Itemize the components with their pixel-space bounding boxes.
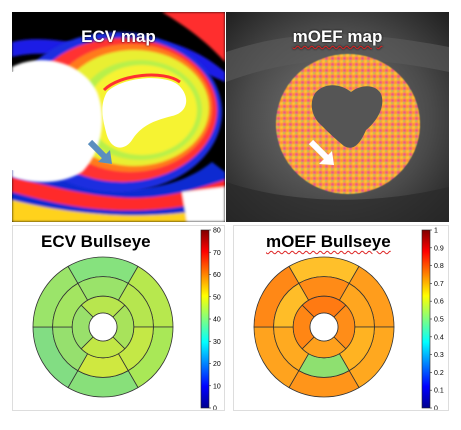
ecv-colorbar-tick-label: 50 bbox=[213, 294, 221, 301]
ecv-map-title: ECV map bbox=[81, 27, 156, 46]
ecv-colorbar-tick-label: 30 bbox=[213, 339, 221, 346]
ecv-colorbar-tick-label: 40 bbox=[213, 317, 221, 324]
moef-map-title: mOEF map bbox=[292, 27, 383, 46]
moef-bullseye-title: mOEF Bullseye bbox=[266, 232, 391, 251]
moef-colorbar-tick-label: 0.8 bbox=[434, 263, 444, 270]
moef-colorbar-tick-label: 0.4 bbox=[434, 334, 444, 341]
ecv-colorbar-tick-label: 20 bbox=[213, 361, 221, 368]
ecv-colorbar bbox=[200, 229, 210, 409]
ecv-arrow-icon bbox=[87, 139, 112, 164]
moef-colorbar-tick-label: 0.9 bbox=[434, 245, 444, 252]
moef-colorbar-tick-label: 1 bbox=[434, 228, 438, 235]
moef-map-image bbox=[226, 12, 449, 222]
moef-bullseye-panel: mOEF Bullseye 1 0.9 0.8 0.7 0.6 0.5 0.4 0.3 0.2 0… bbox=[233, 225, 449, 411]
ecv-bullseye-title: ECV Bullseye bbox=[41, 232, 151, 251]
ecv-colorbar-tick-label: 70 bbox=[213, 250, 221, 257]
moef-colorbar-tick-label: 0.6 bbox=[434, 299, 444, 306]
moef-colorbar-tick-label: 0 bbox=[434, 406, 438, 412]
moef-colorbar-tick-label: 0.3 bbox=[434, 352, 444, 359]
ecv-map-panel: ECV map bbox=[12, 12, 225, 222]
moef-colorbar-tick-label: 0.2 bbox=[434, 370, 444, 377]
moef-segment-apex bbox=[309, 312, 339, 342]
ecv-colorbar-tick-label: 80 bbox=[213, 228, 221, 235]
moef-map-panel: mOEF map bbox=[226, 12, 449, 222]
ecv-bullseye-chart: 80 70 60 50 40 30 20 10 0 bbox=[32, 228, 221, 412]
moef-arrow-icon bbox=[308, 139, 334, 165]
ecv-map-image bbox=[12, 12, 225, 222]
moef-colorbar-tick-label: 0.7 bbox=[434, 281, 444, 288]
ecv-colorbar-tick-label: 0 bbox=[213, 406, 217, 412]
ecv-colorbar-tick-label: 60 bbox=[213, 272, 221, 279]
moef-colorbar-tick-label: 0.1 bbox=[434, 388, 444, 395]
moef-colorbar bbox=[421, 229, 431, 409]
ecv-bullseye-panel: ECV Bullseye 80 70 60 50 40 30 20 10 0 bbox=[12, 225, 225, 411]
ecv-colorbar-tick-label: 10 bbox=[213, 383, 221, 390]
ecv-segment-apex bbox=[88, 312, 118, 342]
moef-colorbar-tick-label: 0.5 bbox=[434, 317, 444, 324]
moef-bullseye-chart: 1 0.9 0.8 0.7 0.6 0.5 0.4 0.3 0.2 0.1 0 bbox=[253, 228, 444, 412]
